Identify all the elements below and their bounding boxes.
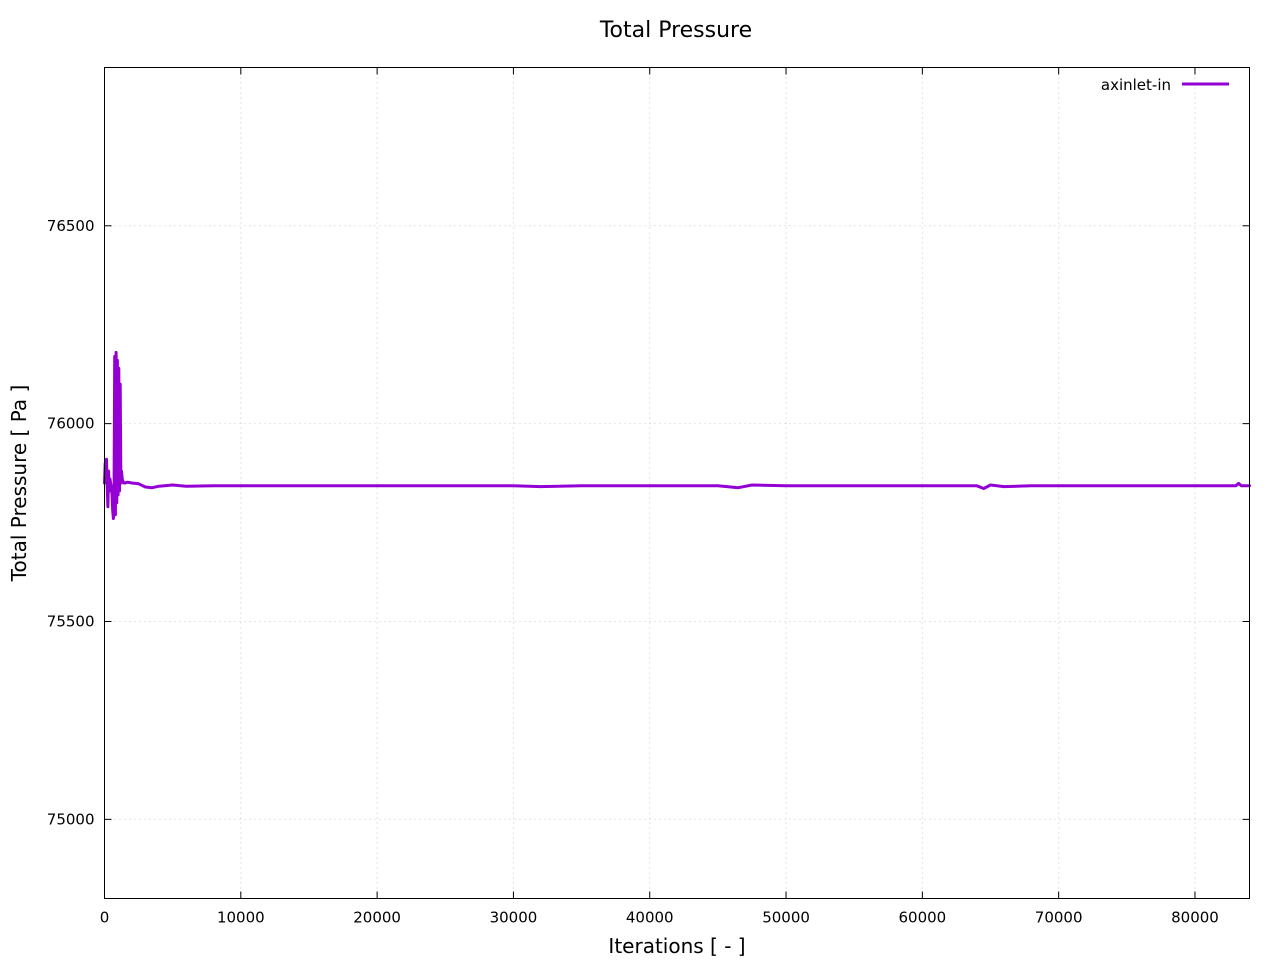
y-tick-label: 76500 (47, 217, 95, 235)
axis-ticks: 0 10000 20000 30000 40000 50000 60000 70000 8000… (47, 67, 1250, 927)
legend: axinlet-in (1101, 76, 1229, 94)
y-tick-label: 75500 (47, 613, 95, 631)
y-tick-label: 75000 (47, 810, 95, 828)
series-layer (103, 350, 1251, 521)
y-tick-label: 76000 (47, 415, 95, 433)
series-line-axinlet-in (103, 350, 1251, 521)
x-tick-label: 60000 (898, 909, 946, 927)
x-tick-label: 50000 (762, 909, 810, 927)
x-axis-label: Iterations [ - ] (608, 934, 745, 958)
x-tick-label: 30000 (490, 909, 538, 927)
legend-label-axinlet-in: axinlet-in (1101, 76, 1171, 94)
plot-frame (104, 67, 1250, 899)
x-tick-label: 20000 (353, 909, 401, 927)
x-tick-label: 40000 (626, 909, 674, 927)
x-tick-label: 10000 (217, 909, 265, 927)
grid-lines (104, 67, 1250, 899)
x-tick-label: 80000 (1171, 909, 1219, 927)
y-axis-label: Total Pressure [ Pa ] (7, 385, 31, 583)
x-tick-label: 0 (100, 909, 110, 927)
x-tick-label: 70000 (1035, 909, 1083, 927)
chart-title: Total Pressure (599, 18, 752, 43)
